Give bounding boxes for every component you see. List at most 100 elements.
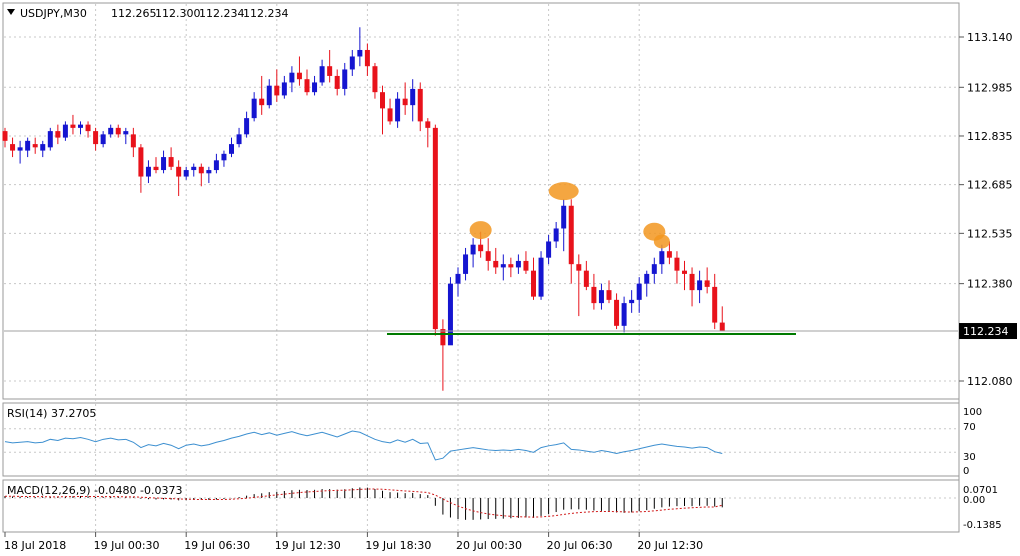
candle-body bbox=[10, 144, 16, 151]
candle-body bbox=[145, 166, 151, 177]
candle-body bbox=[447, 283, 453, 346]
candle-body bbox=[229, 144, 234, 154]
price-tick-label: 112.685 bbox=[967, 179, 1013, 192]
candle-body bbox=[289, 72, 295, 83]
candle-body bbox=[123, 131, 129, 135]
candle-body bbox=[606, 290, 612, 300]
candle-body bbox=[485, 251, 491, 261]
current-price-text: 112.234 bbox=[963, 325, 1009, 338]
price-panel[interactable] bbox=[2, 2, 960, 400]
candle-body bbox=[115, 127, 121, 135]
rsi-line bbox=[4, 430, 723, 461]
candle-body bbox=[463, 254, 469, 274]
candle-body bbox=[259, 98, 265, 106]
candle-body bbox=[357, 49, 363, 57]
swing-high-marker bbox=[469, 221, 492, 240]
candle-body bbox=[198, 166, 204, 174]
candle-body bbox=[697, 280, 703, 291]
candle-body bbox=[455, 273, 461, 284]
candle-body bbox=[85, 124, 91, 132]
candle-body bbox=[531, 270, 536, 297]
candle-body bbox=[161, 157, 167, 171]
price-tick-label: 113.140 bbox=[967, 31, 1013, 44]
candle-body bbox=[213, 160, 219, 171]
candle-body bbox=[130, 134, 136, 148]
rsi-level-100: 100 bbox=[963, 407, 982, 418]
price-axis: 113.140 112.985 112.835 112.685 112.535 112.3… bbox=[959, 31, 1013, 388]
candle-body bbox=[614, 299, 620, 326]
time-tick-label: 19 Jul 00:30 bbox=[94, 539, 160, 552]
candle-body bbox=[651, 264, 657, 274]
time-tick-label: 20 Jul 00:30 bbox=[456, 539, 522, 552]
candle-body bbox=[380, 92, 385, 109]
candle-body bbox=[364, 49, 370, 67]
candle-body bbox=[206, 170, 212, 174]
candle-body bbox=[221, 153, 227, 161]
dropdown-triangle-icon[interactable] bbox=[7, 9, 15, 15]
close-value: 112.234 bbox=[243, 7, 289, 20]
candle-body bbox=[666, 251, 672, 258]
high-value: 112.300 bbox=[155, 7, 201, 20]
candle-body bbox=[395, 98, 401, 122]
rsi-indicator bbox=[4, 428, 958, 461]
macd-level-zero: 0.00 bbox=[963, 495, 985, 506]
candle-body bbox=[523, 260, 529, 271]
candle-body bbox=[25, 140, 31, 151]
price-tick-label: 112.985 bbox=[967, 81, 1013, 94]
time-tick-label: 19 Jul 18:30 bbox=[365, 539, 431, 552]
candle-body bbox=[168, 157, 174, 167]
open-value: 112.265 bbox=[111, 7, 157, 20]
time-tick-label: 20 Jul 12:30 bbox=[637, 539, 703, 552]
candle-body bbox=[546, 241, 552, 258]
candle-body bbox=[176, 166, 182, 177]
macd-label: MACD(12,26,9) -0.0480 -0.0373 bbox=[7, 484, 182, 497]
candle-body bbox=[636, 283, 642, 300]
time-tick-label: 19 Jul 06:30 bbox=[184, 539, 250, 552]
time-axis: 18 Jul 2018 19 Jul 00:30 19 Jul 06:30 19 Ju… bbox=[4, 532, 703, 552]
candle-body bbox=[55, 131, 61, 138]
candle-body bbox=[78, 124, 83, 128]
candle-body bbox=[183, 170, 189, 177]
candle-body bbox=[372, 66, 378, 93]
candle-body bbox=[17, 147, 23, 151]
candle-body bbox=[591, 286, 597, 304]
symbol-label: USDJPY,M30 bbox=[20, 7, 87, 20]
candle-body bbox=[659, 251, 665, 265]
time-tick-label: 18 Jul 2018 bbox=[4, 539, 66, 552]
candle-body bbox=[500, 264, 506, 268]
candle-body bbox=[674, 257, 680, 271]
candle-body bbox=[621, 303, 627, 326]
candle-body bbox=[2, 131, 8, 141]
candle-body bbox=[583, 270, 589, 287]
candle-body bbox=[244, 118, 250, 135]
rsi-panel[interactable] bbox=[2, 402, 960, 477]
price-tick-label: 112.835 bbox=[967, 130, 1013, 143]
candle-body bbox=[281, 82, 287, 96]
candle-body bbox=[251, 98, 257, 119]
price-tick-label: 112.380 bbox=[967, 278, 1013, 291]
candle-body bbox=[153, 166, 159, 171]
candle-body bbox=[629, 299, 635, 304]
candle-body bbox=[387, 108, 393, 122]
candle-body bbox=[598, 290, 604, 304]
candle-body bbox=[93, 131, 99, 145]
candle-body bbox=[719, 322, 725, 332]
candle-body bbox=[682, 270, 687, 274]
time-tick-label: 19 Jul 12:30 bbox=[275, 539, 341, 552]
candle-body bbox=[62, 124, 68, 138]
rsi-level-0: 0 bbox=[963, 466, 969, 477]
candle-body bbox=[538, 257, 544, 297]
candle-body bbox=[515, 260, 521, 268]
candle-body bbox=[470, 244, 476, 255]
candle-body bbox=[402, 98, 408, 106]
candle-body bbox=[138, 147, 144, 177]
candle-body bbox=[508, 264, 514, 268]
candle-body bbox=[553, 228, 559, 242]
candle-body bbox=[100, 134, 106, 145]
macd-level-min: -0.1385 bbox=[963, 520, 1002, 531]
candle-body bbox=[561, 205, 567, 229]
candle-body bbox=[712, 286, 718, 323]
candle-body bbox=[296, 72, 302, 80]
candle-body bbox=[349, 56, 355, 70]
